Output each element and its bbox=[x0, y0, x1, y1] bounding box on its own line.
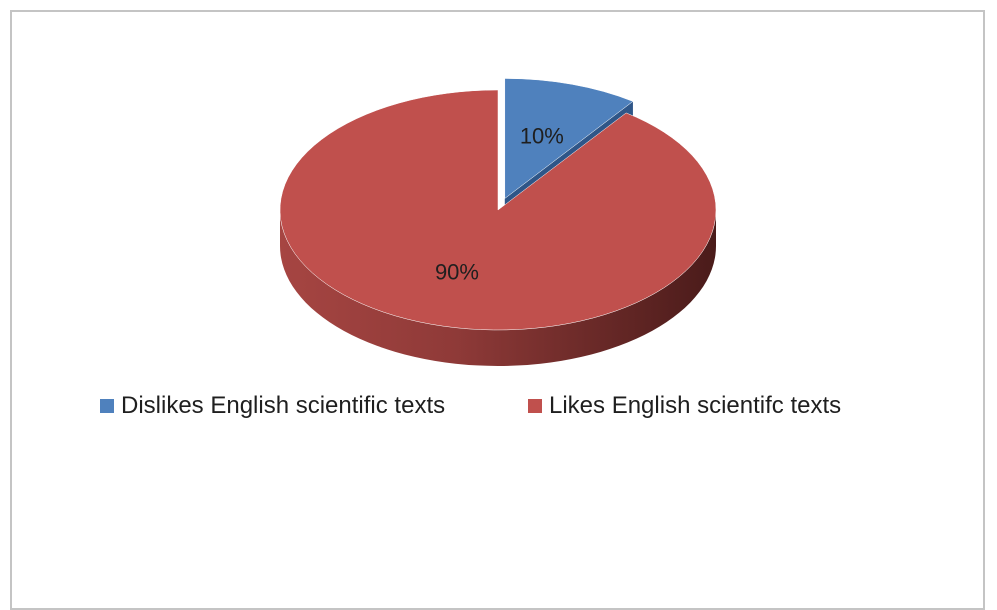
legend: Dislikes English scientific texts Likes E… bbox=[100, 392, 841, 419]
pie-slice-side-likes bbox=[280, 210, 716, 366]
pie-slice-dislikes bbox=[504, 78, 634, 199]
data-label-likes: 90% bbox=[435, 259, 479, 284]
legend-label-dislikes: Dislikes English scientific texts bbox=[121, 392, 445, 419]
data-label-group: 10% 90% bbox=[435, 124, 564, 285]
data-label-dislikes: 10% bbox=[520, 124, 564, 149]
pie-group bbox=[279, 78, 717, 366]
legend-swatch-likes bbox=[528, 399, 542, 413]
pie-slice-likes bbox=[279, 89, 717, 331]
legend-label-likes: Likes English scientifc texts bbox=[549, 392, 841, 419]
legend-swatch-dislikes bbox=[100, 399, 114, 413]
pie-chart: 10% 90% Dislikes English scientific texts… bbox=[100, 78, 841, 419]
